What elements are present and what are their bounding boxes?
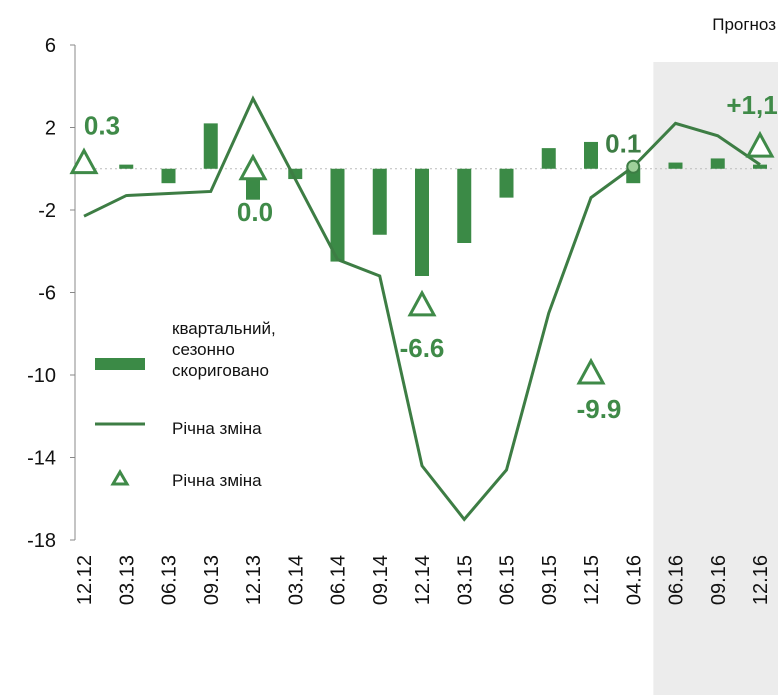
x-tick-label: 12.12 [74, 555, 96, 605]
annotation-point [626, 159, 641, 174]
data-label: +1,1 [726, 90, 777, 120]
data-label: 0.3 [84, 111, 120, 141]
data-label: 0.0 [237, 197, 273, 227]
x-tick-label: 12.14 [412, 555, 434, 605]
legend-swatch [110, 469, 130, 486]
x-tick-label: 09.16 [708, 555, 730, 605]
bar [710, 158, 725, 169]
x-tick-label: 06.14 [328, 555, 350, 605]
bar [372, 168, 387, 235]
legend-swatch [95, 358, 145, 370]
x-tick-label: 12.13 [243, 555, 265, 605]
legend-label: Річна зміна [172, 471, 262, 490]
triangle-marker [238, 153, 268, 181]
triangle-marker [407, 289, 437, 317]
triangle-marker [69, 147, 99, 175]
y-tick-label: 2 [45, 118, 56, 140]
legend-label: Річна зміна [172, 419, 262, 438]
bar [584, 141, 598, 169]
triangle-marker [576, 357, 606, 385]
forecast-label: Прогноз [712, 15, 776, 34]
x-tick-label: 06.13 [159, 555, 181, 605]
bar [415, 168, 429, 276]
x-tick-label: 03.14 [285, 555, 307, 605]
x-tick-label: 09.15 [539, 555, 561, 605]
triangle-marker [745, 130, 775, 158]
bar [161, 168, 176, 184]
bar [119, 164, 134, 169]
annotation-label: 0.1 [605, 129, 641, 159]
data-label: -6.6 [400, 333, 445, 363]
bar [288, 168, 303, 180]
x-tick-label: 06.15 [497, 555, 519, 605]
y-tick-label: 6 [45, 35, 56, 57]
bar [668, 162, 683, 169]
y-tick-label: -18 [27, 530, 56, 552]
y-tick-label: -10 [27, 365, 56, 387]
x-tick-label: 04.16 [623, 555, 645, 605]
line [83, 95, 761, 522]
legend-label: квартальний, сезонно скориговано [172, 319, 276, 380]
bar [753, 164, 767, 169]
x-tick-label: 03.13 [116, 555, 138, 605]
data-label: -9.9 [577, 394, 622, 424]
bar [457, 168, 472, 243]
x-tick-label: 12.16 [750, 555, 772, 605]
y-tick-label: -14 [27, 448, 56, 470]
x-tick-label: 03.15 [454, 555, 476, 605]
y-tick-label: -6 [38, 283, 56, 305]
x-tick-label: 09.14 [370, 555, 392, 605]
bar [541, 148, 556, 169]
x-tick-label: 12.15 [581, 555, 603, 605]
x-tick-label: 09.13 [201, 555, 223, 605]
bar [499, 168, 514, 198]
x-tick-label: 06.16 [666, 555, 688, 605]
bar [330, 168, 345, 262]
y-tick-label: -2 [38, 200, 56, 222]
bar [203, 123, 218, 169]
